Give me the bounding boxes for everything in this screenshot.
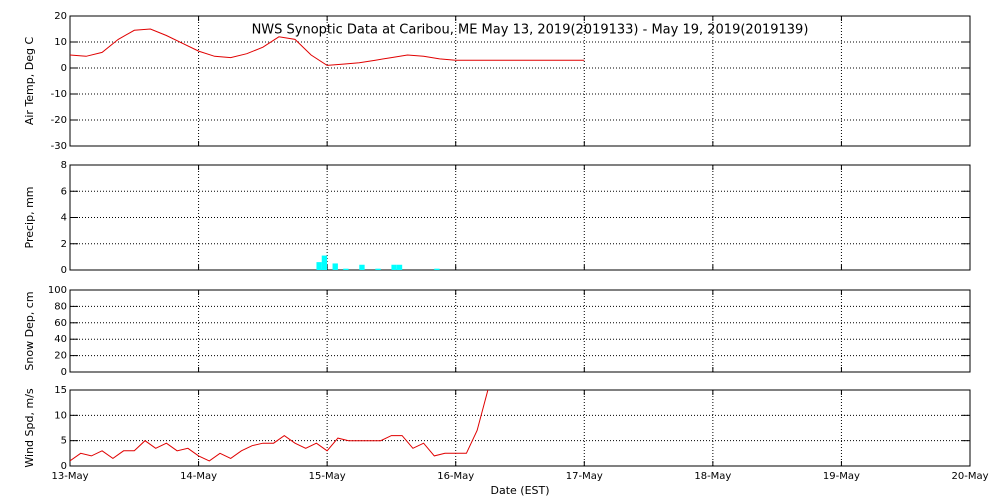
x-tick-label: 19-May <box>823 471 860 482</box>
y-tick-label: 2 <box>61 239 67 250</box>
plot-frame <box>69 289 971 373</box>
y-tick-label: 0 <box>61 63 67 74</box>
bar <box>391 264 397 270</box>
y-tick-label: -20 <box>51 115 67 126</box>
line <box>70 28 585 66</box>
bar <box>316 262 322 270</box>
y-tick-label: 100 <box>48 285 67 296</box>
y-tick-label: 4 <box>61 213 67 224</box>
y-tick-label: 10 <box>54 410 67 421</box>
y-tick-label: 10 <box>54 37 67 48</box>
y-tick-label: 60 <box>54 318 67 329</box>
bar <box>434 268 440 270</box>
y-axis-label: Air Temp, Deg C <box>23 37 36 126</box>
y-tick-label: 20 <box>54 11 67 22</box>
y-tick-label: 6 <box>61 186 67 197</box>
x-tick-label: 17-May <box>566 471 603 482</box>
x-tick-label: 13-May <box>51 471 88 482</box>
y-tick-label: -30 <box>51 141 67 152</box>
y-tick-label: 20 <box>54 351 67 362</box>
bar <box>332 263 338 270</box>
y-tick-label: 0 <box>61 367 67 378</box>
x-tick-label: 20-May <box>951 471 988 482</box>
bar <box>343 268 349 270</box>
plot-frame <box>69 164 971 271</box>
y-axis-label: Precip, mm <box>23 187 36 249</box>
line <box>70 390 489 462</box>
y-tick-label: 15 <box>54 385 67 396</box>
y-tick-label: 5 <box>61 436 67 447</box>
y-tick-label: 0 <box>61 265 67 276</box>
x-tick-label: 16-May <box>437 471 474 482</box>
x-tick-label: 18-May <box>694 471 731 482</box>
bar <box>359 264 365 270</box>
plot-frame <box>69 389 971 467</box>
x-axis-label: Date (EST) <box>490 484 549 497</box>
y-tick-label: 80 <box>54 301 67 312</box>
x-tick-label: 14-May <box>180 471 217 482</box>
chart-title: NWS Synoptic Data at Caribou, ME May 13,… <box>252 23 809 38</box>
y-tick-label: 8 <box>61 160 67 171</box>
bar <box>375 268 381 270</box>
y-axis-label: Snow Dep, cm <box>23 291 36 370</box>
x-tick-label: 15-May <box>309 471 346 482</box>
y-tick-label: 0 <box>61 461 67 472</box>
bar <box>321 255 328 270</box>
bar <box>396 264 403 270</box>
y-axis-label: Wind Spd, m/s <box>23 388 36 468</box>
y-tick-label: -10 <box>51 89 67 100</box>
y-tick-label: 40 <box>54 334 67 345</box>
plot-frame <box>69 15 971 147</box>
